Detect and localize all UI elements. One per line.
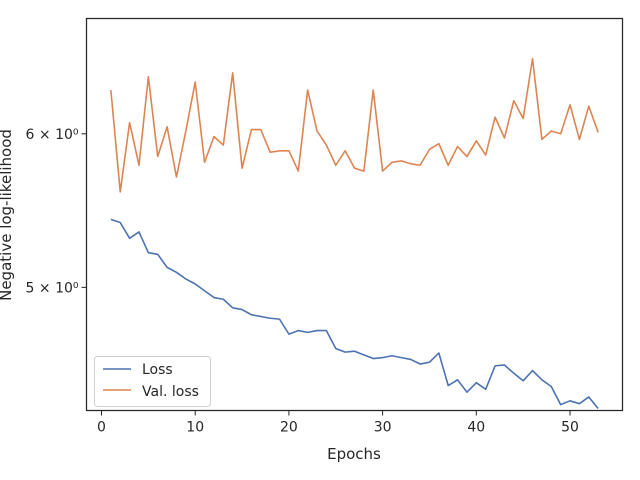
x-tick-label: 0 xyxy=(97,420,106,436)
y-tick-label: 5 × 10⁰ xyxy=(26,280,79,296)
x-tick-label: 10 xyxy=(186,420,204,436)
y-axis: 5 × 10⁰ 6 × 10⁰ xyxy=(26,127,87,296)
x-axis-label: Epochs xyxy=(327,445,381,463)
series-layer xyxy=(110,57,599,410)
x-tick-label: 20 xyxy=(280,420,298,436)
x-tick-label: 30 xyxy=(374,420,392,436)
y-axis-label: Negative log-likelihood xyxy=(0,129,15,301)
legend: Loss Val. loss xyxy=(94,356,211,407)
legend-label-loss: Loss xyxy=(142,362,173,378)
legend-label-val-loss: Val. loss xyxy=(142,384,199,400)
plot-frame xyxy=(85,17,624,412)
series-line-val-loss xyxy=(110,57,599,193)
x-tick-label: 40 xyxy=(467,420,485,436)
x-axis: 0 10 20 30 40 50 xyxy=(97,410,579,436)
x-tick-label: 50 xyxy=(561,420,579,436)
series-line-loss xyxy=(110,218,599,410)
y-tick-label: 6 × 10⁰ xyxy=(26,127,79,143)
